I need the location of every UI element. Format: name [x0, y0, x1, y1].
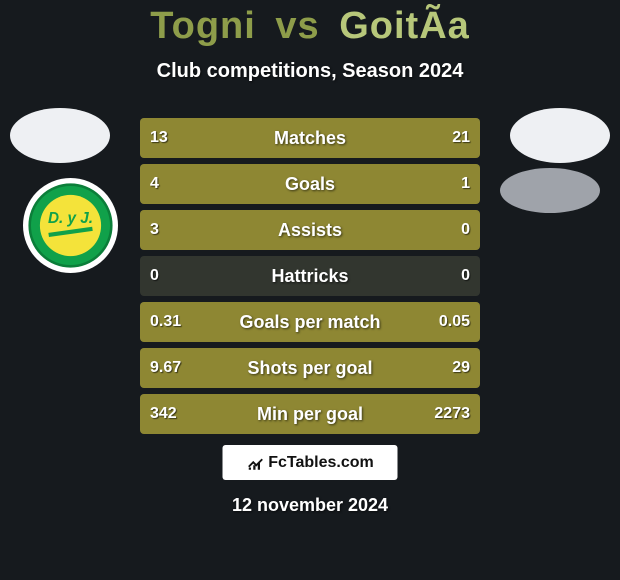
stat-row: 0.310.05Goals per match: [140, 302, 480, 342]
stat-row: 00Hattricks: [140, 256, 480, 296]
player-b-avatar: [510, 108, 610, 163]
stats-bars: 1321Matches 41Goals 30Assists 00Hattricks 0.…: [140, 118, 480, 440]
subtitle: Club competitions, Season 2024: [0, 60, 620, 83]
stat-label: Matches: [140, 118, 480, 158]
vs-label: vs: [275, 5, 319, 47]
player-a-avatar: [10, 108, 110, 163]
stat-row: 3422273Min per goal: [140, 394, 480, 434]
stat-label: Shots per goal: [140, 348, 480, 388]
stat-row: 30Assists: [140, 210, 480, 250]
player-a-name: Togni: [150, 5, 256, 47]
date-label: 12 november 2024: [0, 495, 620, 516]
stat-label: Goals: [140, 164, 480, 204]
stat-label: Goals per match: [140, 302, 480, 342]
stat-row: 1321Matches: [140, 118, 480, 158]
comparison-canvas: Togni vs GoitÃa Club competitions, Seaso…: [0, 0, 620, 580]
stat-label: Assists: [140, 210, 480, 250]
club-badge-icon: D. y J.: [28, 183, 113, 268]
svg-text:D. y J.: D. y J.: [48, 210, 93, 227]
stat-row: 41Goals: [140, 164, 480, 204]
stat-label: Min per goal: [140, 394, 480, 434]
brand-chart-icon: [246, 454, 264, 472]
player-a-club-badge: D. y J.: [23, 178, 118, 273]
brand-text: FcTables.com: [268, 454, 374, 472]
stat-label: Hattricks: [140, 256, 480, 296]
page-title: Togni vs GoitÃa: [0, 5, 620, 48]
stat-row: 9.6729Shots per goal: [140, 348, 480, 388]
player-b-club-badge: [500, 168, 600, 213]
player-b-name: GoitÃa: [339, 5, 470, 47]
brand-badge: FcTables.com: [223, 445, 398, 480]
